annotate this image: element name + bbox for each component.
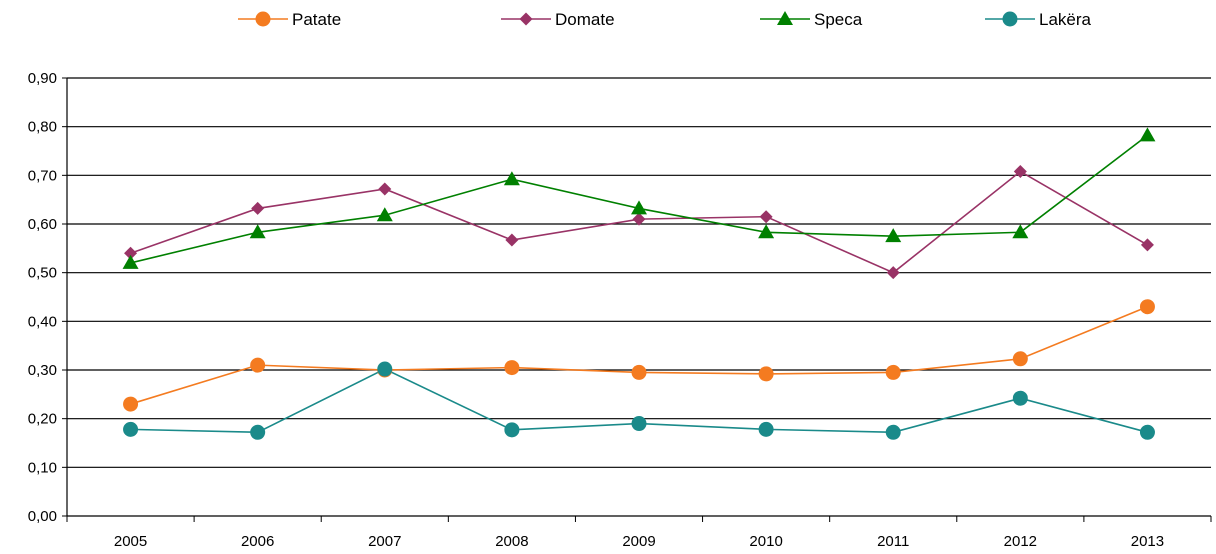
data-point-speca	[885, 228, 902, 243]
legend-label: Lakëra	[1039, 10, 1092, 29]
data-point-lak-ra	[885, 424, 901, 440]
legend-marker	[777, 11, 793, 25]
x-tick-label: 2013	[1131, 533, 1164, 550]
data-point-patate	[250, 357, 266, 373]
y-tick-label: 0,30	[28, 362, 57, 379]
data-point-domate	[632, 212, 646, 226]
y-tick-label: 0,70	[28, 167, 57, 184]
data-point-domate	[886, 266, 900, 280]
data-point-lak-ra	[758, 421, 774, 437]
x-axis-ticks: 2005 2006 2007 2008 2009 2010 2011 2012 2013	[66, 516, 1212, 550]
legend-marker	[519, 12, 533, 26]
data-point-patate	[1139, 299, 1155, 315]
data-point-domate	[1013, 164, 1027, 178]
y-tick-label: 0,80	[28, 119, 57, 136]
legend: Patate Domate Speca Lakëra	[238, 10, 1092, 29]
axes	[66, 78, 1211, 517]
y-tick-label: 0,10	[28, 459, 57, 476]
data-point-lak-ra	[377, 361, 393, 377]
data-point-lak-ra	[123, 421, 139, 437]
data-point-domate	[124, 246, 138, 260]
gridlines	[67, 77, 1211, 468]
data-point-domate	[1140, 238, 1154, 252]
data-point-domate	[505, 233, 519, 247]
data-point-speca	[1012, 224, 1029, 239]
data-point-lak-ra	[250, 424, 266, 440]
series-line-speca	[130, 134, 1148, 264]
data-point-patate	[504, 360, 520, 376]
data-point-patate	[123, 396, 139, 412]
data-point-domate	[759, 210, 773, 224]
y-tick-label: 0,60	[28, 216, 57, 233]
x-tick-label: 2007	[368, 533, 401, 550]
data-point-lak-ra	[504, 422, 520, 438]
x-tick-label: 2008	[495, 533, 528, 550]
legend-item-lak-ra: Lakëra	[985, 10, 1092, 29]
series-markers	[122, 127, 1156, 440]
y-axis-ticks: 0,00 0,10 0,20 0,30 0,40 0,50 0,60 0,70 0,80 0,90	[28, 70, 67, 525]
data-point-speca	[503, 171, 520, 186]
data-point-speca	[376, 207, 393, 222]
legend-label: Patate	[292, 10, 341, 29]
data-point-lak-ra	[1139, 424, 1155, 440]
y-tick-label: 0,50	[28, 265, 57, 282]
data-point-patate	[631, 364, 647, 380]
data-point-domate	[251, 201, 265, 215]
y-tick-label: 0,90	[28, 70, 57, 87]
legend-item-domate: Domate	[501, 10, 615, 29]
x-tick-label: 2005	[114, 533, 147, 550]
data-point-speca	[249, 224, 266, 239]
legend-item-patate: Patate	[238, 10, 341, 29]
data-point-lak-ra	[1012, 390, 1028, 406]
data-point-speca	[1139, 127, 1156, 142]
data-point-speca	[758, 224, 775, 239]
data-point-lak-ra	[631, 416, 647, 432]
x-tick-label: 2009	[622, 533, 655, 550]
legend-marker	[255, 11, 271, 27]
series-lines	[130, 134, 1148, 434]
legend-marker	[1002, 11, 1018, 27]
legend-item-speca: Speca	[760, 10, 863, 29]
x-tick-label: 2012	[1004, 533, 1037, 550]
data-point-speca	[122, 254, 139, 269]
data-point-domate	[378, 182, 392, 196]
y-tick-label: 0,20	[28, 411, 57, 428]
data-point-patate	[885, 364, 901, 380]
y-tick-label: 0,40	[28, 313, 57, 330]
data-point-patate	[1012, 351, 1028, 367]
legend-label: Domate	[555, 10, 615, 29]
x-tick-label: 2010	[749, 533, 782, 550]
data-point-speca	[631, 200, 647, 215]
y-tick-label: 0,00	[28, 508, 57, 525]
x-tick-label: 2011	[877, 533, 909, 550]
data-point-patate	[758, 366, 774, 382]
legend-label: Speca	[814, 10, 863, 29]
x-tick-label: 2006	[241, 533, 274, 550]
